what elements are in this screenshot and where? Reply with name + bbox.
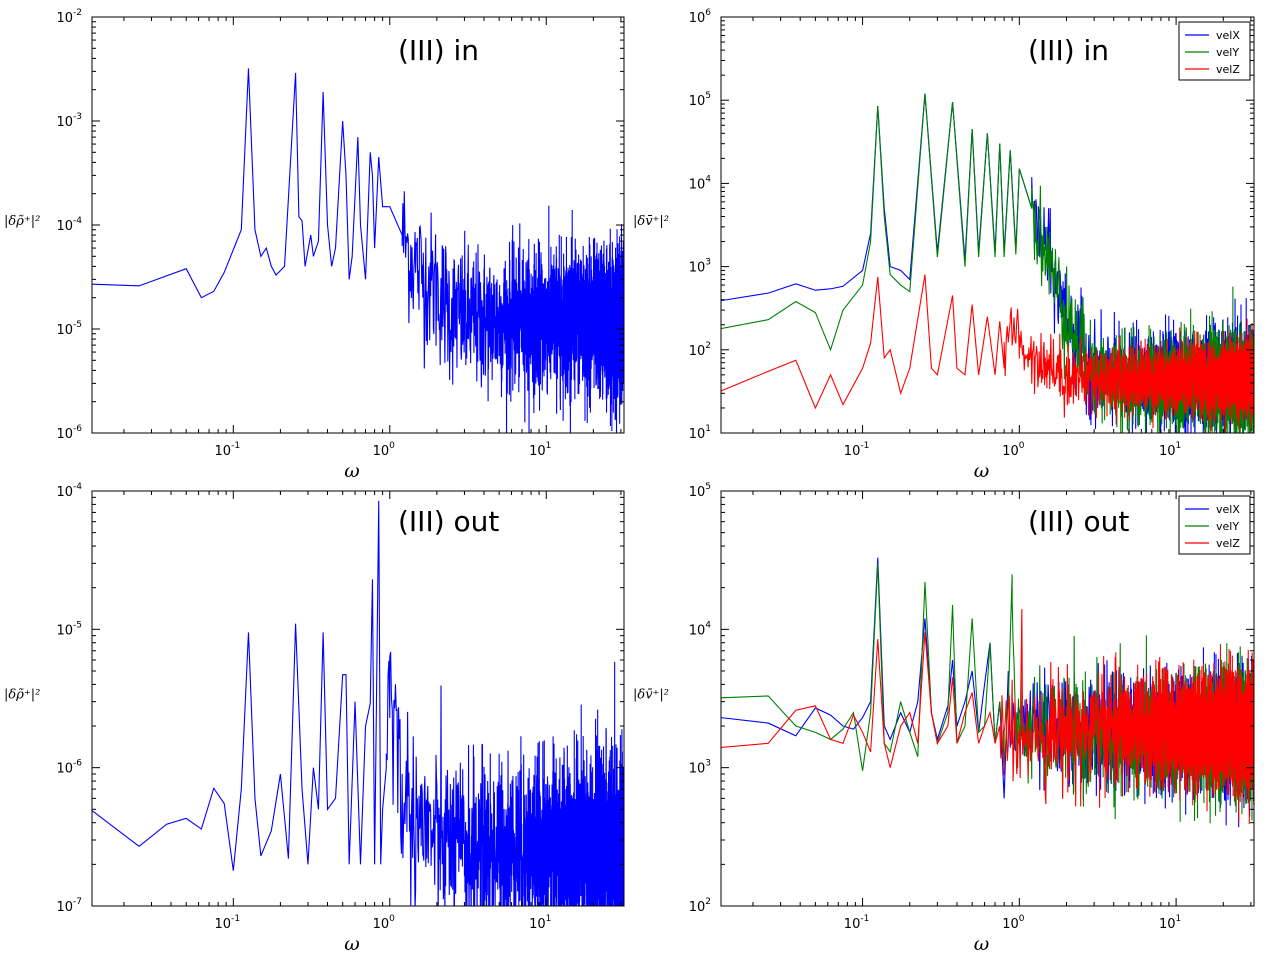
x-tick-label: 101 xyxy=(529,441,551,459)
legend-label: velZ xyxy=(1216,63,1240,76)
y-tick-label: 103 xyxy=(689,759,711,777)
x-tick-label: 101 xyxy=(529,914,551,932)
series-group xyxy=(92,68,624,433)
y-tick-label: 104 xyxy=(689,174,712,192)
series-group xyxy=(721,93,1254,433)
legend-label: velY xyxy=(1216,520,1239,533)
y-tick-label: 101 xyxy=(689,424,711,442)
plot-frame xyxy=(91,490,625,907)
series-line-velZ xyxy=(721,609,1254,824)
y-tick-label: 10-5 xyxy=(56,620,82,638)
x-tick-label: 10-1 xyxy=(215,914,241,932)
legend: velX velY velZ xyxy=(1178,495,1251,555)
y-tick-label: 102 xyxy=(689,897,711,915)
y-tick-label: 10-3 xyxy=(56,112,82,130)
series-group xyxy=(92,500,624,906)
panel-bottom-right: 10-1 100 101 102 103 104 105 ω |δv̄⁺|² (III) out v… xyxy=(633,482,1255,954)
y-tick-label: 10-6 xyxy=(56,759,82,777)
panel-bottom-left: 10-1 100 101 10-7 10-6 10-5 10-4 ω |δρ̃⁺|² (III) … xyxy=(4,482,625,954)
x-tick-label: 100 xyxy=(1002,914,1025,932)
y-tick-label: 10-7 xyxy=(56,897,82,915)
panel-top-right: 10-1 100 101 101 102 103 104 105 106 ω |δv̄⁺|² (III… xyxy=(633,8,1255,482)
y-tick-label: 104 xyxy=(689,620,712,638)
y-tick-label: 10-4 xyxy=(56,482,82,500)
legend-label: velX xyxy=(1216,29,1240,42)
x-axis-label: ω xyxy=(344,933,360,954)
minor-ticks xyxy=(721,17,1254,434)
y-tick-label: 103 xyxy=(689,258,711,276)
x-tick-label: 101 xyxy=(1159,441,1181,459)
y-tick-label: 106 xyxy=(689,8,712,26)
series-group xyxy=(721,557,1254,828)
legend-label: velX xyxy=(1216,503,1240,516)
panel-annotation: (III) in xyxy=(398,34,479,67)
y-tick-label: 105 xyxy=(689,91,711,109)
x-axis-label: ω xyxy=(344,460,360,482)
minor-ticks xyxy=(92,17,624,434)
y-axis-label: |δρ̃⁺|² xyxy=(4,214,40,229)
y-axis-label: |δv̄⁺|² xyxy=(633,214,669,229)
legend-label: velZ xyxy=(1216,537,1240,550)
y-axis-label: |δv̄⁺|² xyxy=(633,688,669,703)
legend-label: velY xyxy=(1216,46,1239,59)
series-line-density xyxy=(92,68,624,433)
y-tick-label: 10-4 xyxy=(56,216,82,234)
legend: velX velY velZ xyxy=(1178,21,1251,81)
plot-frame xyxy=(720,490,1255,907)
y-tick-label: 10-6 xyxy=(56,424,82,442)
series-line-density xyxy=(92,500,624,906)
x-tick-label: 10-1 xyxy=(215,441,241,459)
plot-frame xyxy=(720,16,1255,434)
panel-annotation: (III) in xyxy=(1028,34,1109,67)
minor-ticks xyxy=(721,491,1254,907)
x-tick-label: 100 xyxy=(1002,441,1025,459)
minor-ticks xyxy=(92,491,624,907)
x-axis-label: ω xyxy=(974,933,990,954)
panel-annotation: (III) out xyxy=(1028,505,1129,538)
y-axis-label: |δρ̃⁺|² xyxy=(4,688,40,703)
y-tick-label: 10-2 xyxy=(56,8,82,26)
x-axis-label: ω xyxy=(974,460,990,482)
x-tick-label: 101 xyxy=(1159,914,1181,932)
panel-top-left: 10-1 100 101 10-6 10-5 10-4 10-3 10-2 ω |δρ̃⁺|² (I… xyxy=(4,8,625,482)
y-tick-label: 102 xyxy=(689,341,711,359)
x-tick-label: 100 xyxy=(373,914,396,932)
x-tick-label: 100 xyxy=(373,441,396,459)
x-tick-label: 10-1 xyxy=(844,914,870,932)
panel-annotation: (III) out xyxy=(398,505,499,538)
series-line-velZ xyxy=(721,274,1254,433)
y-tick-label: 105 xyxy=(689,482,711,500)
x-tick-label: 10-1 xyxy=(844,441,870,459)
y-tick-label: 10-5 xyxy=(56,320,82,338)
